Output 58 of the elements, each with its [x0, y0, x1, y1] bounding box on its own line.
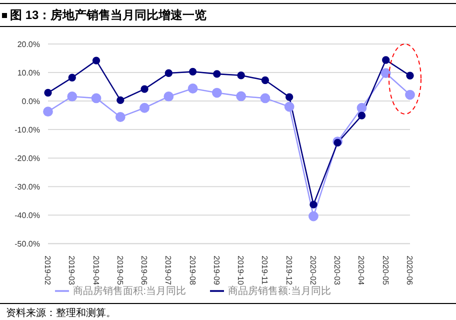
point	[68, 74, 76, 82]
point	[44, 88, 52, 97]
chart-title: 图 13：房地产销售当月同比增速一览	[0, 4, 456, 26]
point	[116, 96, 124, 104]
point	[237, 72, 245, 80]
x-tick-label: 2019-11	[260, 256, 270, 285]
x-tick-label: 2019-08	[188, 256, 197, 286]
point	[43, 106, 53, 117]
x-tick-label: 2019-09	[212, 256, 221, 286]
point	[164, 92, 174, 102]
x-tick-label: 2020-04	[356, 256, 366, 286]
x-tick-label: 2019-07	[164, 256, 173, 286]
point	[212, 88, 222, 98]
point	[308, 211, 318, 222]
x-tick-label: 2019-02	[43, 256, 52, 286]
x-tick-label: 2020-05	[380, 256, 390, 286]
point	[115, 112, 126, 122]
y-tick-label: 10.0%	[17, 68, 40, 78]
point	[358, 112, 366, 120]
point	[91, 93, 102, 104]
point	[188, 84, 198, 94]
point	[356, 102, 367, 113]
point	[67, 92, 78, 102]
point	[382, 56, 390, 64]
x-tick-label: 2019-05	[115, 256, 124, 286]
y-tick-label: 20.0%	[17, 40, 40, 49]
point	[92, 56, 100, 64]
point	[164, 69, 173, 77]
x-tick-label: 2019-12	[284, 256, 294, 286]
y-tick-label: -10.0%	[14, 125, 40, 134]
y-tick-label: -50.0%	[14, 239, 40, 248]
point	[406, 72, 414, 80]
legend-label: 商品房销售额:当月同比	[228, 286, 331, 297]
x-tick-label: 2019-06	[140, 256, 149, 286]
legend-label: 商品房销售面积:当月同比	[73, 286, 186, 297]
x-tick-label: 2019-03	[67, 256, 76, 286]
y-tick-label: -30.0%	[14, 182, 40, 192]
text: 资料来源：整理和测算。	[0, 304, 456, 320]
y-tick-label: -40.0%	[14, 210, 40, 220]
point	[260, 93, 270, 104]
x-tick-label: 2019-10	[236, 256, 246, 286]
x-tick-label: 2020-03	[332, 256, 342, 286]
point	[213, 70, 221, 78]
y-tick-label: 0.0%	[22, 96, 40, 106]
point	[310, 200, 318, 208]
x-tick-label: 2020-02	[308, 256, 318, 286]
point	[140, 102, 150, 113]
x-tick-label: 2019-04	[91, 256, 100, 286]
point	[236, 91, 246, 102]
point	[405, 90, 415, 100]
point	[284, 102, 294, 112]
point	[285, 93, 294, 101]
point	[380, 68, 391, 78]
point	[140, 85, 148, 93]
point	[261, 76, 270, 84]
y-tick-label: -20.0%	[14, 154, 40, 163]
point	[188, 68, 197, 76]
x-tick-label: 2020-06	[405, 256, 414, 286]
